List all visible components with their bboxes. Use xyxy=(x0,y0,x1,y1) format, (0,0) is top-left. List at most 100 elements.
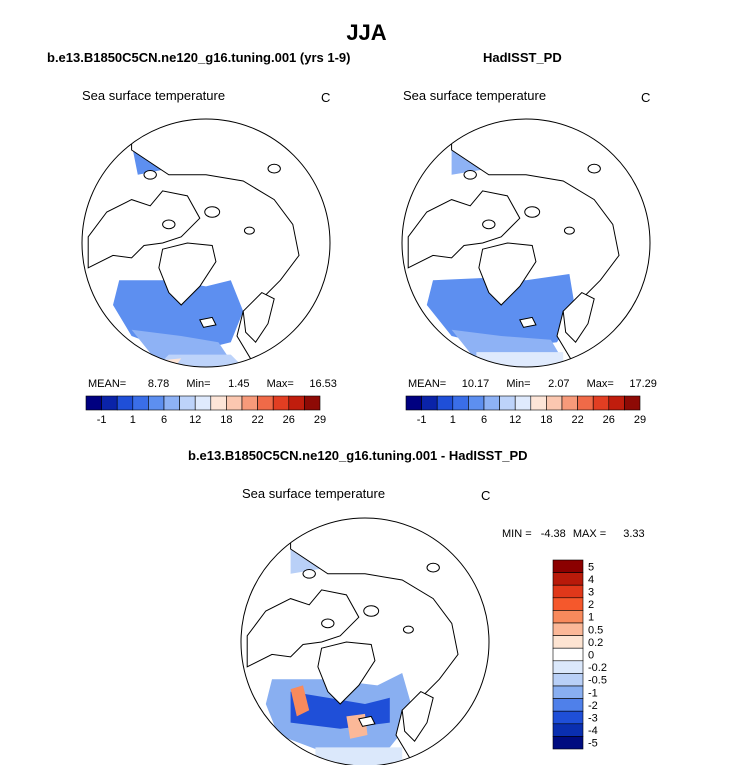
panel3-island xyxy=(302,568,316,579)
panel2-max-label: Max= xyxy=(586,378,614,390)
colorbar3-swatch xyxy=(552,559,584,573)
panel1-land xyxy=(199,316,217,328)
panel1-island xyxy=(243,226,255,235)
colorbar3-tick-label: -1 xyxy=(588,687,598,699)
colorbar2-tick-label: -1 xyxy=(417,414,427,426)
colorbar3-swatch xyxy=(552,723,584,737)
colorbar2-tick-label: 29 xyxy=(634,414,646,426)
panel1-sst-patch xyxy=(131,329,231,361)
colorbar2-tick-label: 6 xyxy=(481,414,487,426)
panel2-land xyxy=(562,291,595,343)
panel3-land xyxy=(246,589,360,668)
panel1-title: b.e13.B1850C5CN.ne120_g16.tuning.001 (yr… xyxy=(47,50,351,65)
panel2-max: 17.29 xyxy=(629,378,657,390)
panel2-field-label: Sea surface temperature xyxy=(403,88,547,103)
colorbar3-swatch xyxy=(552,610,584,624)
colorbar3-swatch xyxy=(552,660,584,674)
panel1-island xyxy=(162,219,176,230)
colorbar2-swatch xyxy=(530,395,547,411)
colorbar1-swatch xyxy=(148,395,165,411)
colorbar2-tick-label: 26 xyxy=(603,414,615,426)
colorbar3-swatch xyxy=(552,635,584,649)
panel3-max: 3.33 xyxy=(623,528,645,540)
colorbar1-swatch xyxy=(272,395,290,411)
colorbar1-swatch xyxy=(179,395,196,411)
colorbar2-swatch xyxy=(561,395,578,411)
panel3-land xyxy=(317,641,376,705)
colorbar1-swatch xyxy=(194,395,212,411)
panel2-land xyxy=(478,242,537,306)
colorbar1-swatch xyxy=(101,395,118,411)
colorbar1-swatch xyxy=(288,395,305,411)
colorbar2-swatch xyxy=(421,395,438,411)
colorbar2-swatch xyxy=(499,395,516,411)
colorbar1-tick-label: 18 xyxy=(220,414,232,426)
panel1-island xyxy=(143,169,157,180)
colorbar2-swatch xyxy=(436,395,454,411)
panel2-island xyxy=(524,206,541,218)
colorbar3-tick-label: -3 xyxy=(588,713,598,725)
colorbar3-swatch xyxy=(552,736,584,750)
panel1-min: 1.45 xyxy=(228,378,250,390)
panel2-land xyxy=(451,119,650,367)
panel3-land xyxy=(401,690,434,742)
colorbar1-tick-label: 29 xyxy=(314,414,326,426)
panel3-sst-patch xyxy=(315,747,403,765)
colorbar2-swatch xyxy=(405,395,422,411)
colorbar3-tick-label: -2 xyxy=(588,700,598,712)
colorbar3-tick-label: -0.2 xyxy=(588,662,607,674)
panel2-island xyxy=(587,163,601,174)
panel3-ocean xyxy=(241,518,489,765)
colorbar3-tick-label: 5 xyxy=(588,561,594,573)
colorbar1-swatch xyxy=(226,395,243,411)
colorbar3-tick-label: 0.2 xyxy=(588,637,603,649)
panel3-map xyxy=(240,517,490,765)
panel2-map xyxy=(401,118,651,368)
panel3-sst-patch xyxy=(290,685,310,717)
panel2-outline xyxy=(401,118,651,368)
panel3-min-label: MIN = xyxy=(502,528,532,540)
colorbar1-swatch xyxy=(116,395,134,411)
panel2-mean: 10.17 xyxy=(461,378,490,390)
panel2-stats: MEAN= 10.17 Min= 2.07 Max= 17.29 xyxy=(408,378,657,390)
colorbar2-swatch xyxy=(452,395,469,411)
colorbar3-swatch xyxy=(552,572,584,586)
panel3-max-label: MAX = xyxy=(572,528,607,540)
panel3-island xyxy=(402,625,414,634)
colorbar2-tick-label: 18 xyxy=(540,414,552,426)
panel3-island xyxy=(426,562,440,573)
panel1-island xyxy=(267,163,281,174)
colorbar2-tick-label: 1 xyxy=(450,414,456,426)
colorbar3-swatch xyxy=(552,584,584,599)
colorbar2-swatch xyxy=(483,395,500,411)
panel3-outline xyxy=(240,517,490,765)
panel1-max: 16.53 xyxy=(309,378,337,390)
colorbar1-swatch xyxy=(163,395,180,411)
colorbar1-swatch xyxy=(241,395,258,411)
panel3-field-label: Sea surface temperature xyxy=(242,486,386,501)
panel2-sst-patch xyxy=(476,352,564,367)
colorbar2-swatch xyxy=(468,395,485,411)
colorbar3-swatch xyxy=(552,597,584,611)
panel1-outline xyxy=(81,118,331,368)
colorbar1-tick-label: 6 xyxy=(161,414,167,426)
colorbar2-swatch xyxy=(608,395,625,411)
colorbar1-tick-label: 22 xyxy=(251,414,263,426)
panel1-island xyxy=(204,206,221,218)
panel2-island xyxy=(463,169,477,180)
colorbar3-tick-label: -5 xyxy=(588,738,598,750)
colorbar2-swatch xyxy=(577,395,594,411)
panel1-stats: MEAN= 8.78 Min= 1.45 Max= 16.53 xyxy=(88,378,337,390)
panel1-map xyxy=(81,118,331,368)
colorbar3-swatch xyxy=(552,673,584,687)
colorbar1-tick-label: 26 xyxy=(283,414,295,426)
panel2-min: 2.07 xyxy=(548,378,570,390)
panel1-land xyxy=(87,190,201,269)
colorbar3-tick-label: 1 xyxy=(588,612,594,624)
panel2-land xyxy=(407,190,521,269)
colorbar2-swatch xyxy=(624,395,641,411)
panel1-mean-label: MEAN= xyxy=(88,378,127,390)
colorbar1-tick-label: 1 xyxy=(130,414,136,426)
panel3-units: C xyxy=(481,488,491,503)
colorbar3-tick-label: 4 xyxy=(588,574,594,586)
